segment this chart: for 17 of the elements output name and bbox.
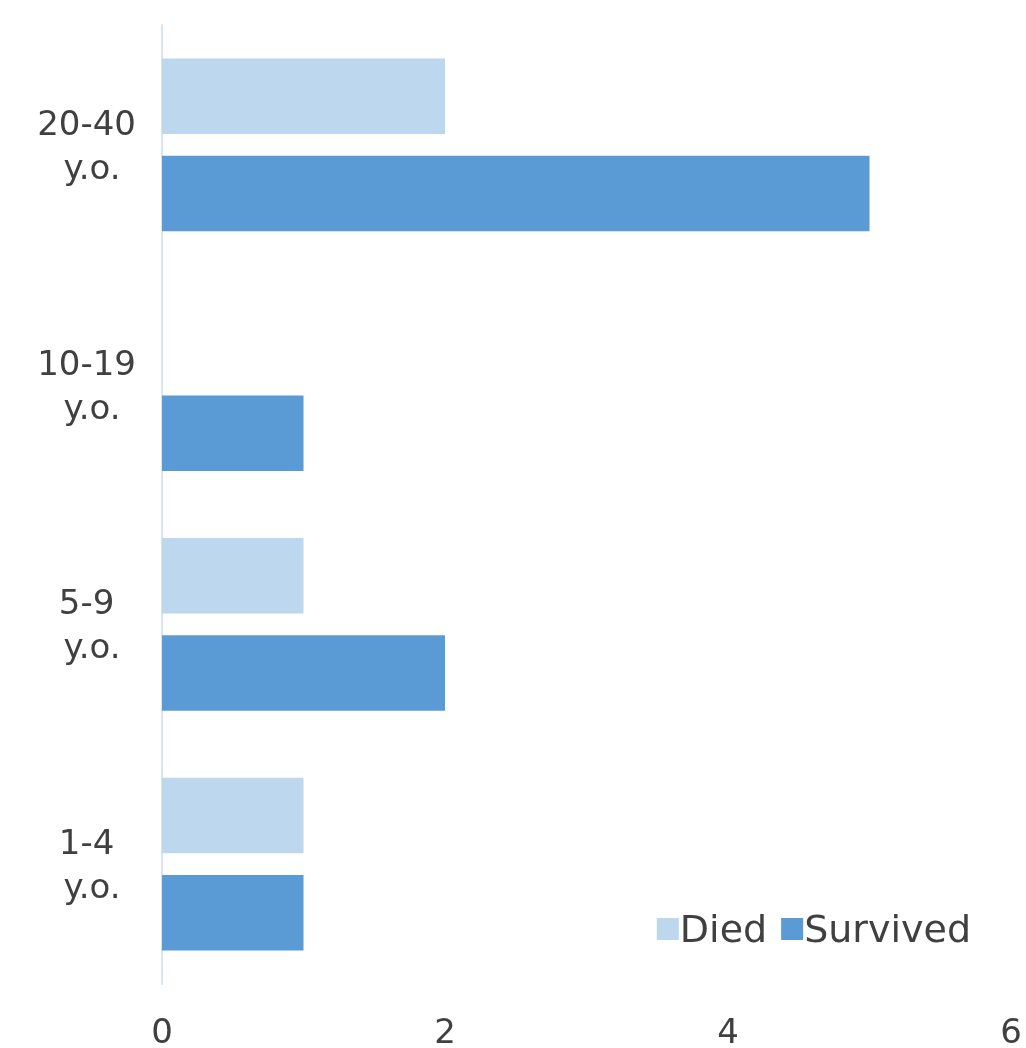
bar [162, 155, 870, 232]
y-tick-label: 10-19 y.o. [37, 342, 147, 427]
bar [162, 395, 304, 471]
y-tick-label: 20-40 y.o. [37, 102, 147, 187]
legend-label: Died [679, 907, 768, 951]
bar [162, 777, 304, 854]
bar [162, 58, 445, 134]
y-tick-label: 5-9 y.o. [58, 582, 126, 667]
bar [162, 875, 304, 951]
bar [162, 538, 304, 614]
x-tick-label: 0 [151, 1011, 173, 1048]
y-tick-label: 1-4 y.o. [58, 822, 126, 907]
bar [162, 635, 445, 711]
legend-label: Survived [804, 907, 972, 951]
x-tick-label: 6 [1000, 1011, 1022, 1048]
x-tick-label: 4 [717, 1011, 739, 1048]
x-tick-label: 2 [434, 1011, 456, 1048]
